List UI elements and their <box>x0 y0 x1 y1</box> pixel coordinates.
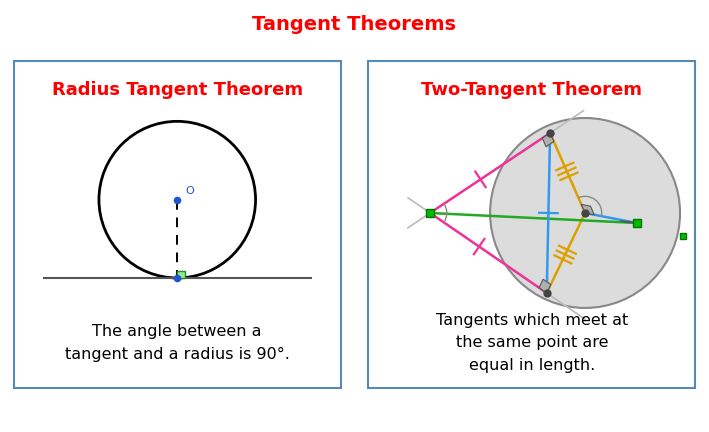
Text: O: O <box>186 186 194 196</box>
Text: Tangents which meet at
the same point are
equal in length.: Tangents which meet at the same point ar… <box>435 313 628 373</box>
Polygon shape <box>539 279 551 293</box>
Polygon shape <box>620 221 637 223</box>
Text: Tangent Theorems: Tangent Theorems <box>252 15 457 34</box>
Text: Two-Tangent Theorem: Two-Tangent Theorem <box>421 81 642 99</box>
FancyBboxPatch shape <box>369 61 695 388</box>
Text: The angle between a
tangent and a radius is 90°.: The angle between a tangent and a radius… <box>65 324 290 362</box>
Circle shape <box>490 118 680 308</box>
FancyBboxPatch shape <box>14 61 340 388</box>
Bar <box>177 270 184 278</box>
Polygon shape <box>581 204 594 215</box>
Polygon shape <box>542 133 554 147</box>
Text: Radius Tangent Theorem: Radius Tangent Theorem <box>52 81 303 99</box>
